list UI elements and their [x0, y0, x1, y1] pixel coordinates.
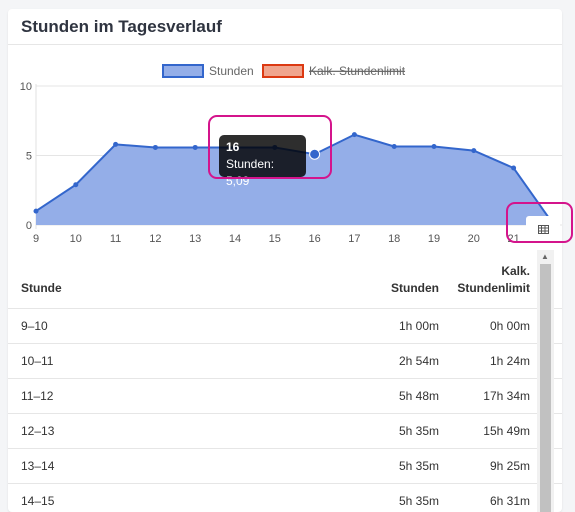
cell-limit: 0h 00m — [489, 319, 530, 333]
table-scrollbar[interactable]: ▲ — [537, 250, 554, 512]
header-stunde[interactable]: Stunde — [21, 281, 62, 295]
cell-stunden: 5h 35m — [398, 424, 439, 438]
cell-limit: 9h 25m — [489, 459, 530, 473]
cell-stunden: 5h 48m — [398, 389, 439, 403]
table-body: 9–10 1h 00m 0h 00m 10–11 2h 54m 1h 24m 11–12 5h… — [8, 309, 562, 512]
legend-label[interactable]: Kalk. Stundenlimit — [309, 64, 406, 78]
x-tick-label: 20 — [468, 233, 480, 245]
x-tick-label: 17 — [348, 233, 360, 245]
toggle-highlight — [506, 202, 573, 243]
table-row: 11–12 5h 48m 17h 34m — [8, 379, 562, 414]
cell-limit: 15h 49m — [483, 424, 530, 438]
x-tick-label: 9 — [33, 233, 39, 245]
cell-limit: 1h 24m — [489, 354, 530, 368]
cell-hour: 12–13 — [21, 424, 55, 438]
legend-swatch — [162, 64, 204, 78]
chart-card: Stunden im Tagesverlauf 0 5 10 9 10 11 12 13 14 1… — [8, 9, 562, 512]
chart-tooltip: 16 Stunden: 5,09 — [219, 135, 306, 188]
data-point — [309, 148, 321, 160]
cell-hour: 13–14 — [21, 459, 55, 473]
cell-stunden: 5h 35m — [398, 459, 439, 473]
series-area-stunden — [36, 134, 554, 225]
cell-hour: 10–11 — [21, 354, 54, 368]
tooltip-title: 16 — [226, 140, 240, 154]
table-row: 13–14 5h 35m 9h 25m — [8, 449, 562, 484]
x-tick-label: 15 — [269, 233, 281, 245]
x-tick-label: 11 — [110, 233, 121, 245]
table-row: 12–13 5h 35m 15h 49m — [8, 414, 562, 449]
header-stundenlimit-line1: Kalk. — [501, 264, 530, 278]
data-point — [511, 165, 517, 171]
data-point — [471, 148, 477, 154]
cell-stunden: 1h 00m — [398, 319, 439, 333]
cell-stunden: 5h 35m — [398, 494, 439, 508]
table-header: Stunde Stunden Kalk. Stundenlimit — [8, 253, 562, 309]
cell-hour: 14–15 — [21, 494, 55, 508]
cell-stunden: 2h 54m — [398, 354, 439, 368]
header-stundenlimit-line2: Stundenlimit — [457, 281, 530, 295]
y-tick-label: 10 — [20, 81, 32, 93]
x-tick-label: 18 — [388, 233, 400, 245]
cell-hour: 11–12 — [21, 389, 54, 403]
data-point — [73, 182, 79, 188]
data-point — [391, 143, 397, 149]
table-toggle-button[interactable] — [526, 216, 560, 244]
table-icon — [538, 225, 549, 234]
data-point — [152, 144, 158, 150]
x-tick-label: 14 — [229, 233, 241, 245]
x-tick-label: 16 — [308, 233, 320, 245]
x-tick-label: 12 — [149, 233, 161, 245]
x-tick-label: 19 — [428, 233, 440, 245]
cell-limit: 17h 34m — [483, 389, 530, 403]
data-point — [113, 141, 119, 147]
cell-limit: 6h 31m — [489, 494, 530, 508]
x-tick-label: 13 — [189, 233, 201, 245]
data-point — [431, 143, 437, 149]
table-row: 9–10 1h 00m 0h 00m — [8, 309, 562, 344]
table-row: 14–15 5h 35m 6h 31m — [8, 484, 562, 512]
chart-area: 0 5 10 9 10 11 12 13 14 15 16 17 18 19 20 21 Stunden Kalk… — [8, 45, 562, 253]
data-point — [33, 208, 39, 214]
tooltip-highlight — [208, 115, 332, 179]
y-tick-label: 5 — [26, 151, 32, 163]
hours-table: Stunde Stunden Kalk. Stundenlimit 9–10 1h… — [8, 253, 562, 512]
data-point — [351, 132, 357, 138]
cell-hour: 9–10 — [21, 319, 48, 333]
header-stundenlimit[interactable]: Kalk. Stundenlimit — [440, 263, 530, 297]
x-tick-label: 10 — [70, 233, 82, 245]
header-stunden[interactable]: Stunden — [391, 281, 439, 295]
legend-label[interactable]: Stunden — [209, 64, 254, 78]
card-title: Stunden im Tagesverlauf — [8, 9, 562, 45]
arrow-up-icon[interactable]: ▲ — [541, 252, 549, 261]
data-point — [192, 144, 198, 150]
legend-swatch — [262, 64, 304, 78]
scrollbar-thumb[interactable] — [540, 264, 551, 512]
y-tick-label: 0 — [26, 220, 32, 232]
table-row: 10–11 2h 54m 1h 24m — [8, 344, 562, 379]
